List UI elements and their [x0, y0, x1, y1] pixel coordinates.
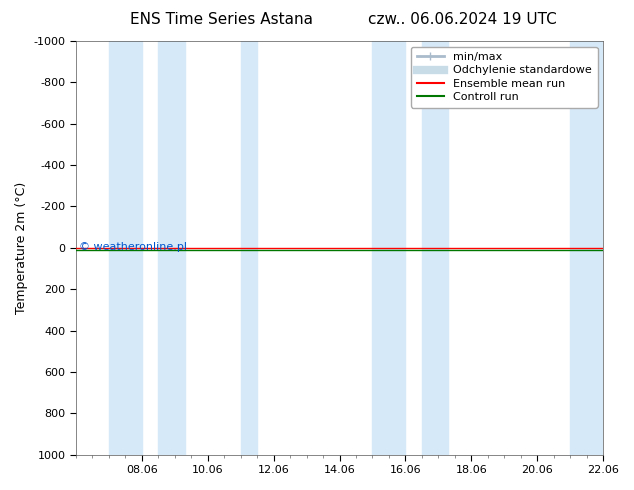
Bar	[241, 41, 257, 455]
Bar	[570, 41, 603, 455]
Bar	[109, 41, 142, 455]
Legend: min/max, Odchylenie standardowe, Ensemble mean run, Controll run: min/max, Odchylenie standardowe, Ensembl…	[411, 47, 597, 108]
Text: ENS Time Series Astana: ENS Time Series Astana	[131, 12, 313, 27]
Bar	[372, 41, 405, 455]
Y-axis label: Temperature 2m (°C): Temperature 2m (°C)	[15, 182, 28, 314]
Text: czw.. 06.06.2024 19 UTC: czw.. 06.06.2024 19 UTC	[368, 12, 557, 27]
Bar	[422, 41, 448, 455]
Text: © weatheronline.pl: © weatheronline.pl	[79, 242, 186, 251]
Bar	[158, 41, 184, 455]
